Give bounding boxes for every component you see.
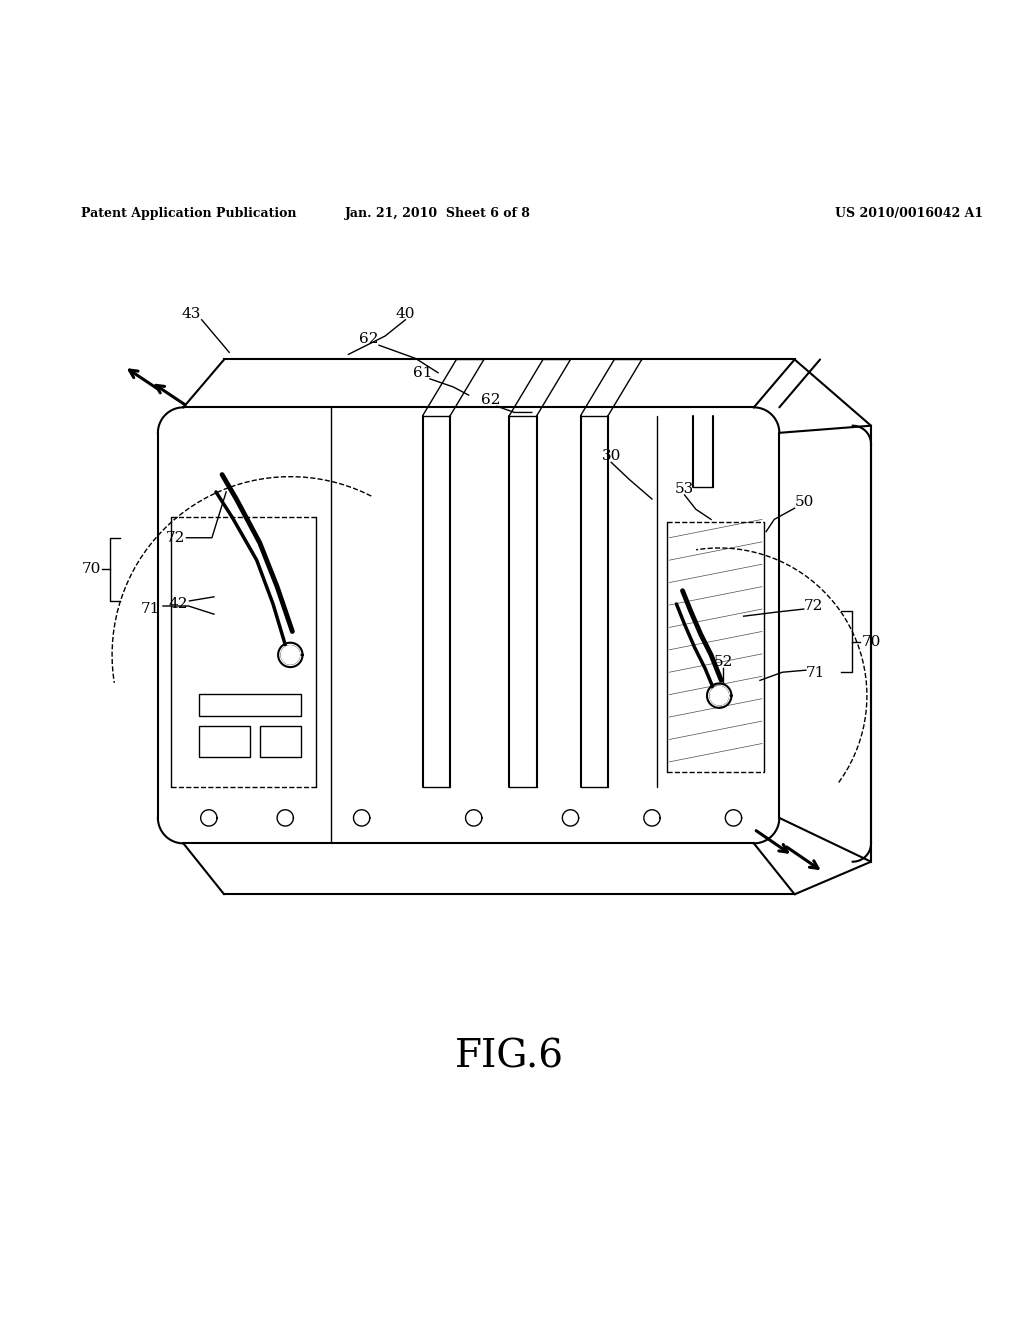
Text: 53: 53 (675, 482, 694, 496)
Text: 61: 61 (413, 366, 432, 380)
Text: Patent Application Publication: Patent Application Publication (82, 207, 297, 220)
Text: 71: 71 (141, 602, 161, 616)
Text: Jan. 21, 2010  Sheet 6 of 8: Jan. 21, 2010 Sheet 6 of 8 (345, 207, 531, 220)
Text: 50: 50 (795, 495, 814, 510)
Polygon shape (710, 686, 728, 705)
Text: FIG.6: FIG.6 (455, 1039, 564, 1076)
Text: 30: 30 (601, 449, 621, 463)
Bar (199, 693, 300, 715)
Text: 62: 62 (481, 393, 501, 408)
Text: 70: 70 (861, 635, 881, 648)
Text: US 2010/0016042 A1: US 2010/0016042 A1 (836, 207, 983, 220)
Polygon shape (282, 645, 299, 664)
Text: 42: 42 (169, 597, 188, 611)
Text: 62: 62 (359, 333, 379, 346)
Text: 72: 72 (166, 531, 185, 545)
Bar (199, 726, 250, 756)
Text: 71: 71 (805, 667, 824, 680)
Text: 40: 40 (395, 306, 415, 321)
Text: 52: 52 (714, 655, 733, 669)
Text: 43: 43 (182, 306, 201, 321)
Text: 72: 72 (803, 599, 822, 612)
Bar (260, 726, 300, 756)
Text: 70: 70 (82, 562, 101, 577)
